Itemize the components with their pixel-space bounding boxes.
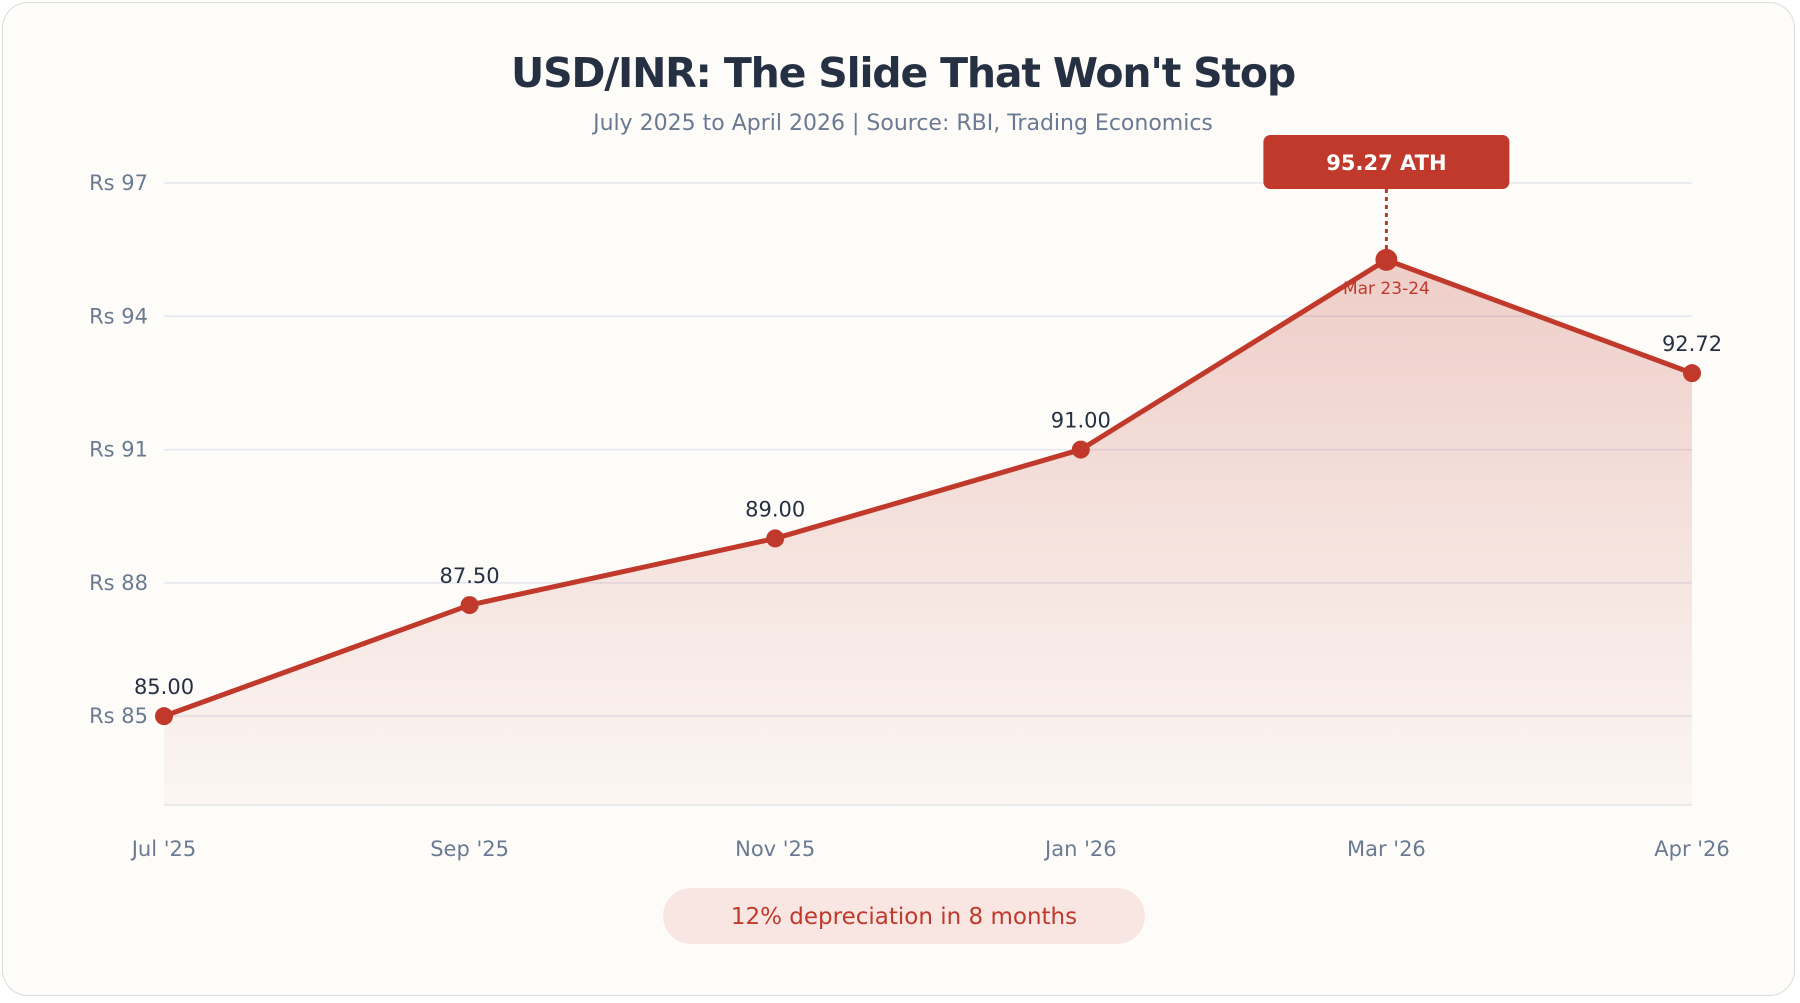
data-label: 85.00 (134, 675, 194, 699)
x-axis-ticks: Jul '25 Sep '25 Nov '25 Jan '26 Mar '26 Apr '… (130, 837, 1730, 861)
series-line-path (161, 257, 1695, 719)
data-points (155, 248, 1701, 726)
chart: USD/INR: The Slide That Won't Stop July … (89, 49, 1730, 944)
data-point (1375, 248, 1398, 271)
data-labels: 85.00 87.50 89.00 91.00 92.72 (134, 332, 1722, 699)
data-point (1683, 364, 1701, 383)
y-tick-label: Rs 88 (89, 571, 148, 595)
data-point (766, 529, 785, 548)
x-tick-label: Apr '26 (1654, 837, 1730, 861)
footnote-badge (663, 888, 1145, 944)
peak-date-label: Mar 23-24 (1343, 279, 1430, 299)
y-tick-label: Rs 85 (89, 704, 148, 728)
y-tick-label: Rs 97 (89, 171, 148, 195)
series-line (161, 257, 1695, 719)
x-tick-label: Jan '26 (1043, 837, 1117, 861)
x-tick-label: Sep '25 (430, 837, 509, 861)
x-tick-label: Mar '26 (1347, 837, 1426, 861)
series-area (164, 259, 1692, 805)
data-label: 89.00 (745, 497, 805, 521)
chart-title: USD/INR: The Slide That Won't Stop (511, 49, 1295, 97)
data-point (1071, 440, 1090, 459)
peak-annotation: 95.27 ATH Mar 23-24 (1263, 135, 1510, 299)
data-label: 87.50 (440, 564, 500, 588)
x-tick-label: Jul '25 (130, 837, 197, 861)
y-axis-ticks: Rs 85 Rs 88 Rs 91 Rs 94 Rs 97 (89, 171, 148, 728)
y-tick-label: Rs 94 (89, 304, 148, 328)
x-tick-label: Nov '25 (735, 837, 815, 861)
y-tick-label: Rs 91 (89, 438, 148, 462)
chart-subtitle: July 2025 to April 2026 | Source: RBI, T… (591, 111, 1213, 136)
data-point (460, 596, 479, 615)
data-point (155, 707, 173, 726)
peak-callout-label: 95.27 ATH (1326, 151, 1446, 175)
data-label: 91.00 (1051, 409, 1111, 433)
area-fill (164, 259, 1692, 805)
peak-callout-box (1263, 135, 1510, 189)
data-label: 92.72 (1662, 332, 1722, 356)
footnote-text: 12% depreciation in 8 months (731, 904, 1077, 930)
